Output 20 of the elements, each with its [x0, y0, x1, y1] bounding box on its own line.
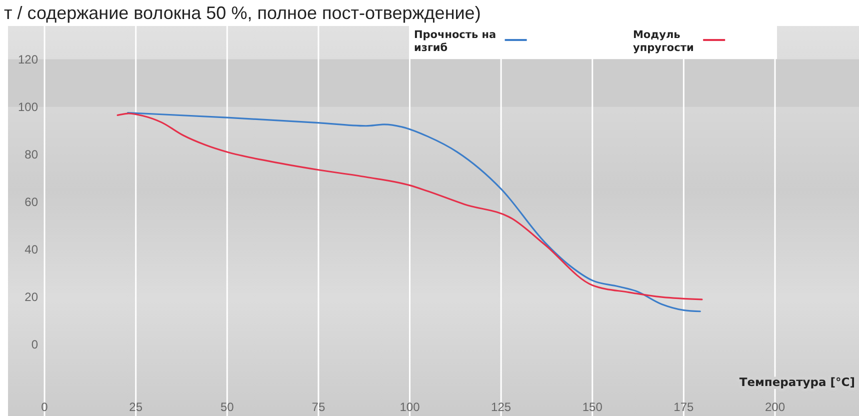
x-tick-label: 100 [400, 400, 420, 414]
x-tick-label: 75 [312, 400, 326, 414]
legend-label: Прочность на изгиб [414, 29, 496, 54]
chart-title: т / содержание волокна 50 %, полное пост-отверждение) [4, 3, 481, 23]
x-tick-label: 0 [41, 400, 48, 414]
x-axis-title: Температура [°C] [739, 375, 855, 389]
y-tick-label: 120 [18, 52, 38, 66]
x-tick-label: 125 [491, 400, 512, 414]
y-tick-label: 80 [24, 147, 38, 162]
y-tick-label: 100 [18, 100, 38, 114]
y-tick-label: 40 [24, 242, 38, 257]
y-tick-label: 60 [24, 194, 38, 209]
x-tick-label: 50 [220, 400, 234, 414]
y-tick-label: 0 [31, 338, 38, 352]
x-tick-label: 200 [764, 400, 786, 414]
x-tick-label: 175 [674, 400, 694, 414]
x-tick-label: 25 [129, 400, 143, 414]
y-tick-label: 20 [24, 290, 38, 304]
legend-label: Модуль упругости [632, 29, 694, 54]
x-tick-label: 150 [582, 400, 603, 414]
